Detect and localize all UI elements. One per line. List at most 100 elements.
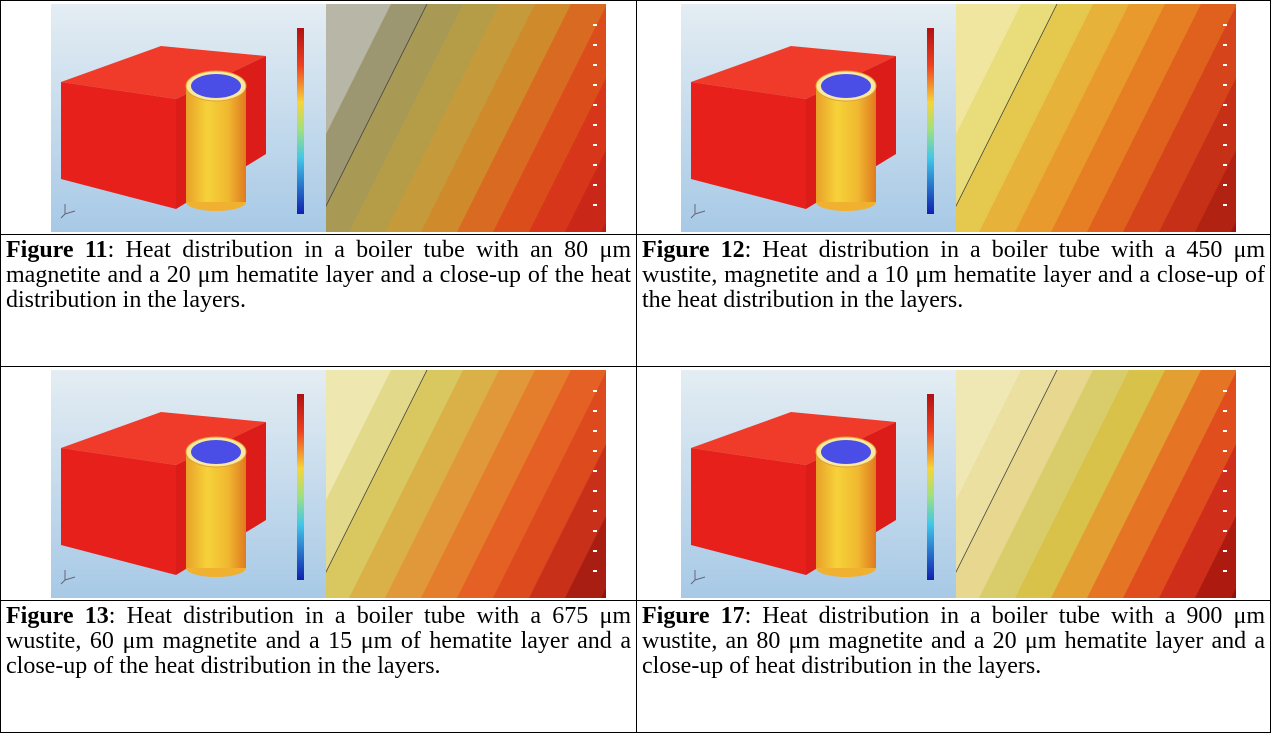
colorbar xyxy=(927,28,934,214)
colorbar-tick xyxy=(1223,24,1227,26)
figure-image xyxy=(681,4,1236,232)
figure-image xyxy=(51,4,606,232)
heat-band xyxy=(1195,516,1236,598)
heat-band xyxy=(1051,4,1202,232)
heat-band xyxy=(457,370,606,598)
colorbar-tick xyxy=(593,450,597,452)
heat-band xyxy=(1231,222,1236,232)
colorbar-tick xyxy=(593,204,597,206)
heat-band xyxy=(601,222,606,232)
axis-triad xyxy=(690,204,706,219)
heat-band xyxy=(1051,370,1202,598)
colorbar-tick xyxy=(593,530,597,532)
caption-text: : Heat distribution in a boiler tube wit… xyxy=(6,237,631,313)
colorbar-tick xyxy=(1223,450,1227,452)
heat-band xyxy=(1087,4,1236,232)
heat-band xyxy=(1159,444,1236,598)
colorbar-tick xyxy=(1223,204,1227,206)
heat-band xyxy=(1015,4,1166,232)
box-top xyxy=(691,46,896,99)
heat-band xyxy=(1015,370,1166,598)
colorbar-tick xyxy=(1223,44,1227,46)
colorbar-tick xyxy=(593,64,597,66)
caption-label: Figure 17 xyxy=(642,603,745,629)
heat-band xyxy=(1123,6,1236,232)
closeup xyxy=(956,4,1236,232)
colorbar-tick xyxy=(1223,390,1227,392)
axis-triad xyxy=(60,570,76,585)
box-front xyxy=(691,82,806,209)
colorbar-tick xyxy=(1223,164,1227,166)
colorbar-tick xyxy=(1223,184,1227,186)
heat-band xyxy=(493,6,606,232)
caption-cell: Figure 11: Heat distribution in a boiler… xyxy=(0,234,637,367)
layer-line xyxy=(326,4,428,207)
box-top xyxy=(691,412,896,465)
tube-top xyxy=(821,440,871,464)
heat-band xyxy=(457,4,606,232)
heat-band xyxy=(1231,588,1236,598)
heat-band xyxy=(349,370,500,598)
colorbar xyxy=(927,394,934,580)
colorbar-tick xyxy=(593,84,597,86)
tube-top xyxy=(191,74,241,98)
layer-line xyxy=(326,370,428,573)
heat-band xyxy=(979,4,1130,232)
box-front xyxy=(691,448,806,575)
colorbar-tick xyxy=(593,570,597,572)
heat-band xyxy=(979,370,1130,598)
caption-cell: Figure 17: Heat distribution in a boiler… xyxy=(636,600,1271,733)
box-top xyxy=(61,46,266,99)
heat-band xyxy=(385,370,536,598)
axis-triad xyxy=(60,204,76,219)
colorbar-tick xyxy=(1223,470,1227,472)
tube-top xyxy=(821,74,871,98)
tube-body xyxy=(186,452,246,568)
colorbar-tick xyxy=(1223,530,1227,532)
colorbar-tick xyxy=(1223,550,1227,552)
caption-label: Figure 13 xyxy=(6,603,109,629)
closeup xyxy=(326,4,606,232)
colorbar-tick xyxy=(1223,510,1227,512)
heat-band xyxy=(349,4,500,232)
colorbar-tick xyxy=(593,430,597,432)
figure-image-cell xyxy=(636,0,1271,235)
colorbar-tick xyxy=(593,510,597,512)
colorbar-tick xyxy=(1223,490,1227,492)
axis-triad xyxy=(690,570,706,585)
heat-band xyxy=(493,372,606,598)
colorbar-tick xyxy=(1223,104,1227,106)
colorbar-tick xyxy=(593,184,597,186)
colorbar-tick xyxy=(1223,570,1227,572)
colorbar xyxy=(297,28,304,214)
heat-band xyxy=(529,444,606,598)
heat-band xyxy=(565,516,606,598)
layer-line xyxy=(956,370,1058,573)
figure-image xyxy=(51,370,606,598)
caption-label: Figure 12 xyxy=(642,237,745,263)
colorbar-tick xyxy=(1223,124,1227,126)
colorbar-tick xyxy=(593,104,597,106)
caption-label: Figure 11 xyxy=(6,237,108,263)
figure-image-cell xyxy=(0,366,637,601)
caption-text: : Heat distribution in a boiler tube wit… xyxy=(642,603,1265,679)
figure-image xyxy=(681,370,1236,598)
caption-text: : Heat distribution in a boiler tube wit… xyxy=(642,237,1265,313)
box-front xyxy=(61,448,176,575)
colorbar-tick xyxy=(593,550,597,552)
heat-band xyxy=(385,4,536,232)
colorbar-tick xyxy=(1223,430,1227,432)
heat-band xyxy=(956,370,1094,598)
colorbar-tick xyxy=(593,410,597,412)
heat-band xyxy=(421,370,572,598)
colorbar-tick xyxy=(1223,144,1227,146)
heat-band xyxy=(1087,370,1236,598)
colorbar-tick xyxy=(593,164,597,166)
colorbar-tick xyxy=(593,24,597,26)
colorbar-tick xyxy=(593,124,597,126)
heat-band xyxy=(956,4,1094,232)
caption-text: : Heat distribution in a boiler tube wit… xyxy=(6,603,632,679)
heat-band xyxy=(1123,372,1236,598)
colorbar-tick xyxy=(1223,64,1227,66)
closeup xyxy=(326,370,606,598)
